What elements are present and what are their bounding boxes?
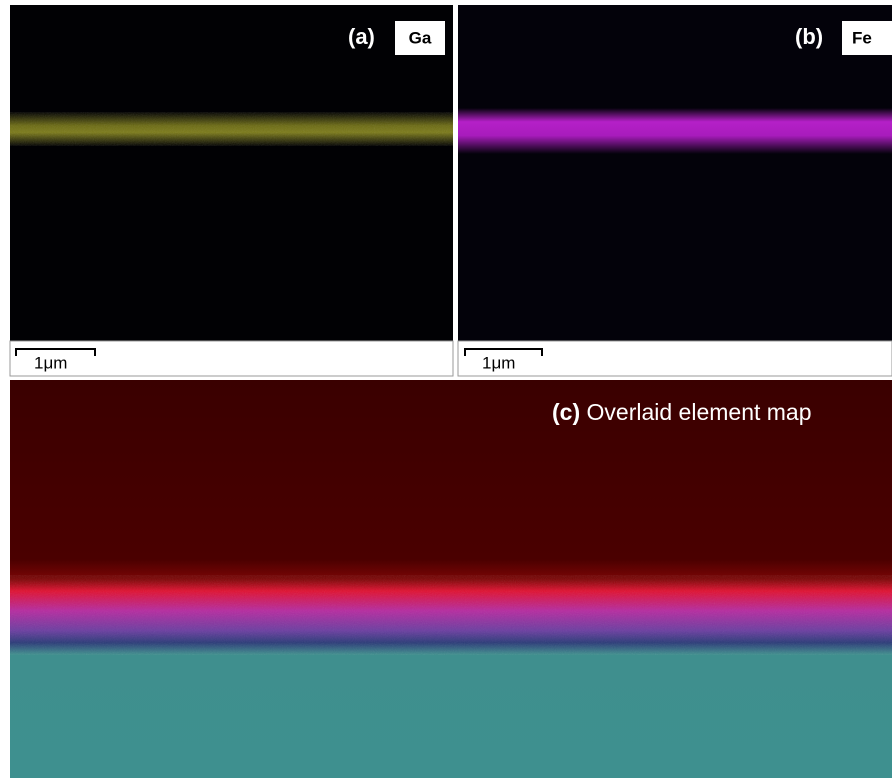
element-box <box>842 21 892 55</box>
element-box <box>395 21 445 55</box>
element-label: Ga <box>409 28 432 47</box>
panel-a: 1μm (a) Ga <box>9 5 454 377</box>
scale-bar <box>15 348 96 356</box>
scale-label: 1μm <box>34 353 67 372</box>
scale-strip <box>9 340 454 377</box>
speckle <box>10 112 453 146</box>
panel-label: (a) <box>348 24 375 49</box>
panel-b: 1μm (b) Fe <box>457 5 892 377</box>
panel-caption: (c) Overlaid element map <box>552 399 812 425</box>
caption-part: (c) <box>552 399 580 425</box>
panel-c: (c) Overlaid element map <box>10 380 892 778</box>
scale-bar <box>464 348 543 356</box>
panel-label: (b) <box>795 24 823 49</box>
speckle <box>10 575 892 655</box>
fe-band <box>458 108 892 154</box>
caption-part: Overlaid element map <box>587 399 812 425</box>
map-image <box>10 5 453 341</box>
map-image <box>458 5 892 341</box>
scale-label: 1μm <box>482 353 515 372</box>
element-label: Fe <box>852 28 872 47</box>
scale-strip <box>457 340 892 377</box>
